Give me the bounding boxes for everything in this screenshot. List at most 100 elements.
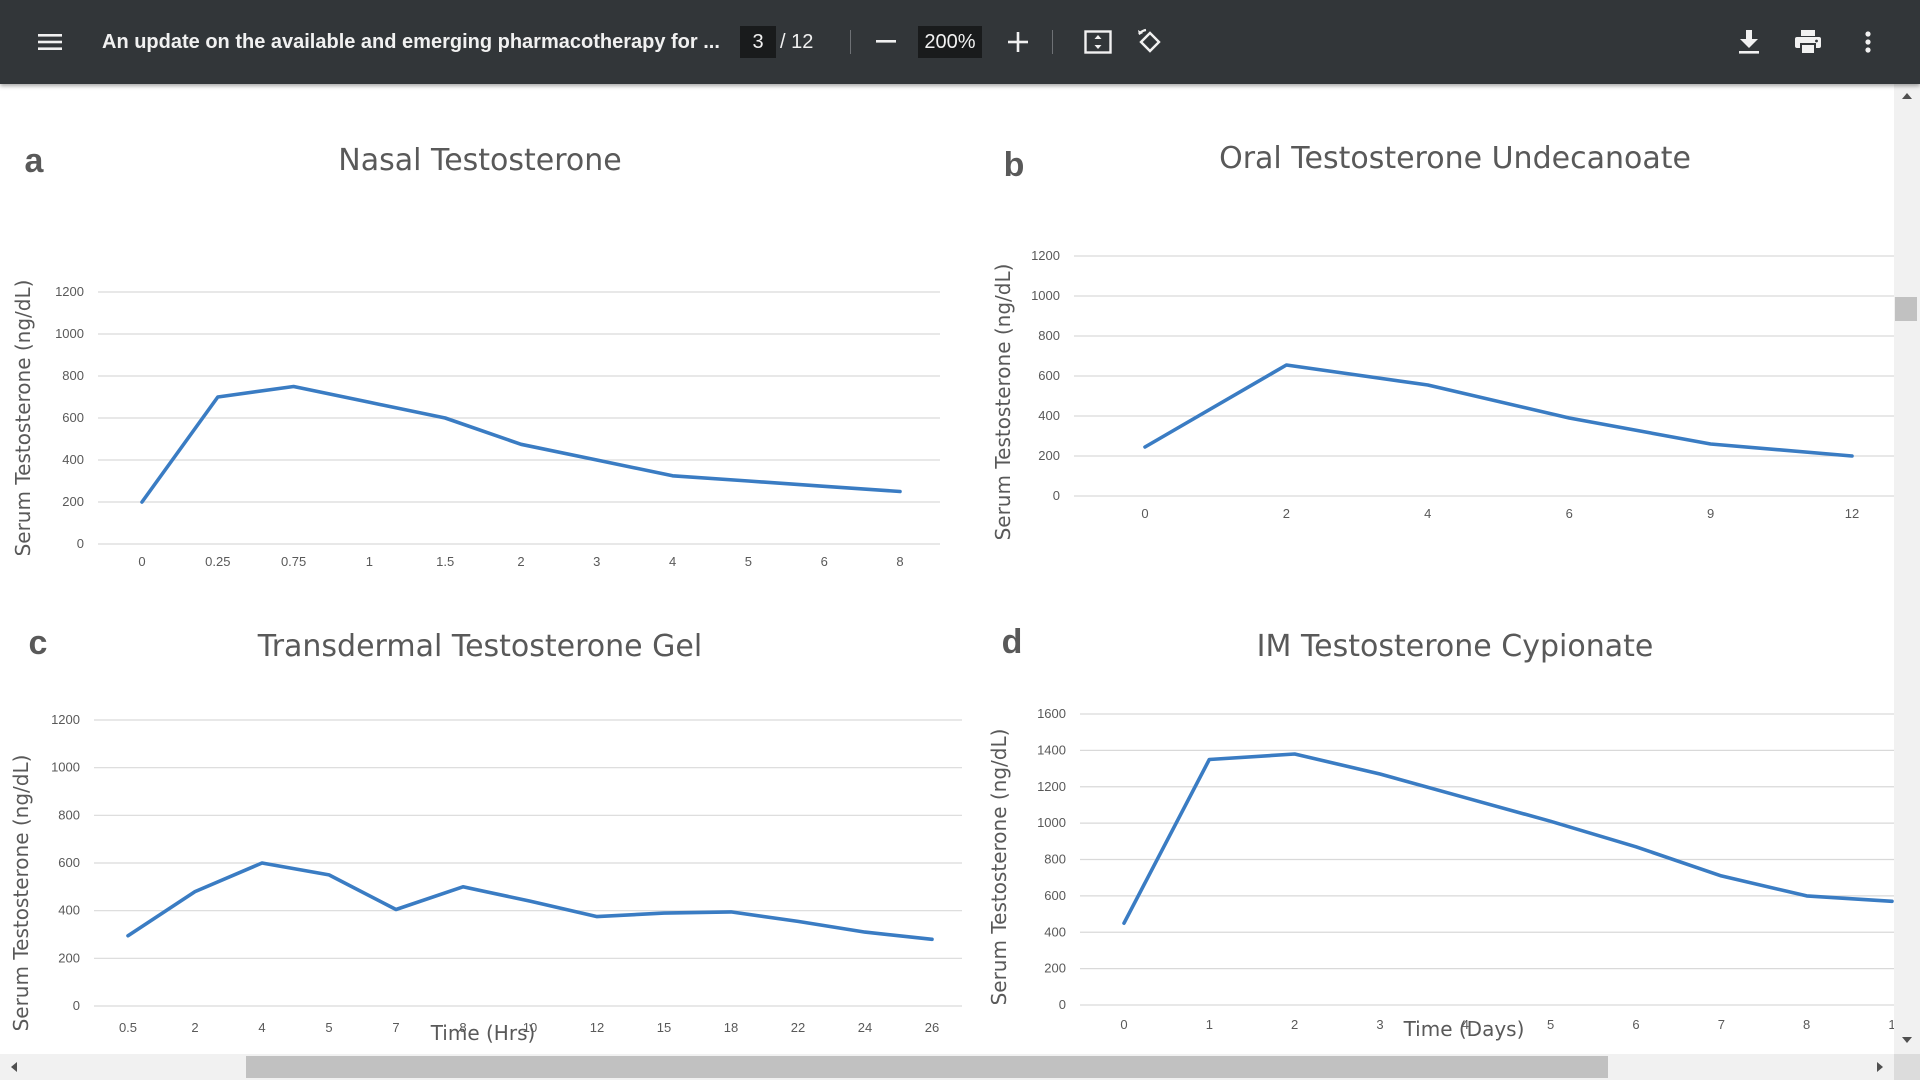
x-tick-label: 2 bbox=[517, 554, 524, 569]
toolbar-divider bbox=[1052, 30, 1053, 54]
y-tick-label: 800 bbox=[58, 807, 80, 822]
x-tick-label: 5 bbox=[745, 554, 752, 569]
x-tick-label: 5 bbox=[1547, 1017, 1554, 1032]
x-tick-label: 4 bbox=[1462, 1017, 1469, 1032]
panel-letter: c bbox=[29, 624, 48, 662]
x-tick-label: 12 bbox=[1845, 506, 1859, 521]
y-tick-label: 200 bbox=[62, 494, 84, 509]
pdf-toolbar: An update on the available and emerging … bbox=[0, 0, 1920, 84]
x-tick-label: 4 bbox=[669, 554, 676, 569]
y-tick-label: 1000 bbox=[1031, 288, 1060, 303]
x-tick-label: 26 bbox=[925, 1020, 939, 1035]
chart-transdermal-testosterone-gel: 0 200 400 600 800 1000 1200 0.5 2 4 5 7 8 10 12 15 18 22 2… bbox=[0, 600, 980, 1054]
y-tick-label: 400 bbox=[1038, 408, 1060, 423]
scroll-left-icon[interactable] bbox=[4, 1054, 24, 1080]
y-axis-label: Serum Testosterone (ng/dL) bbox=[987, 729, 1011, 1006]
y-tick-label: 1000 bbox=[1037, 815, 1066, 830]
chart-svg: 0 200 400 600 800 1000 1200 1400 1600 0 1 2 3 4 5 6 7 8 1 d… bbox=[987, 623, 1894, 1041]
chart-svg: 0 200 400 600 800 1000 1200 0 2 4 6 9 12 b Oral Testos… bbox=[991, 141, 1894, 541]
y-tick-label: 800 bbox=[62, 368, 84, 383]
y-tick-label: 1000 bbox=[55, 326, 84, 341]
x-tick-label: 2 bbox=[1291, 1017, 1298, 1032]
y-tick-label: 600 bbox=[1038, 368, 1060, 383]
panel-letter: a bbox=[25, 142, 45, 180]
more-vert-icon[interactable] bbox=[1852, 26, 1884, 58]
menu-icon[interactable] bbox=[34, 26, 66, 58]
x-tick-label: 0 bbox=[1141, 506, 1148, 521]
vertical-scrollbar[interactable] bbox=[1894, 84, 1920, 1054]
x-tick-label: 6 bbox=[1566, 506, 1573, 521]
y-axis-label: Serum Testosterone (ng/dL) bbox=[9, 755, 33, 1032]
chart-im-testosterone-cypionate: 0 200 400 600 800 1000 1200 1400 1600 0 1 2 3 4 5 6 7 8 1 d… bbox=[980, 600, 1894, 1054]
download-icon[interactable] bbox=[1733, 26, 1765, 58]
scrollbar-corner bbox=[1894, 1054, 1920, 1080]
y-tick-label: 1200 bbox=[55, 284, 84, 299]
y-tick-label: 1400 bbox=[1037, 742, 1066, 757]
x-tick-label: 9 bbox=[1707, 506, 1714, 521]
y-tick-label: 400 bbox=[58, 903, 80, 918]
chart-nasal-testosterone: 0 200 400 600 800 1000 1200 0 0.25 0.75 1 1.5 2 3 4 5 6 8… bbox=[0, 130, 960, 580]
horizontal-scrollbar[interactable] bbox=[0, 1054, 1894, 1080]
x-tick-label: 0 bbox=[1120, 1017, 1127, 1032]
x-tick-label: 15 bbox=[657, 1020, 671, 1035]
x-tick-label: 6 bbox=[821, 554, 828, 569]
scroll-up-icon[interactable] bbox=[1894, 86, 1920, 106]
y-tick-label: 0 bbox=[1059, 997, 1066, 1012]
y-tick-label: 200 bbox=[58, 950, 80, 965]
chart-title: Nasal Testosterone bbox=[338, 143, 622, 178]
y-tick-label: 0 bbox=[73, 998, 80, 1013]
x-tick-label: 3 bbox=[593, 554, 600, 569]
panel-letter: b bbox=[1004, 146, 1025, 184]
x-tick-label: 1.5 bbox=[436, 554, 454, 569]
vertical-scroll-thumb[interactable] bbox=[1895, 297, 1917, 321]
x-tick-label: 0.75 bbox=[281, 554, 306, 569]
panel-letter: d bbox=[1002, 623, 1023, 661]
x-tick-label: 4 bbox=[1424, 506, 1431, 521]
x-tick-label: 12 bbox=[590, 1020, 604, 1035]
page-number-input[interactable]: 3 bbox=[740, 26, 776, 58]
horizontal-scroll-thumb[interactable] bbox=[246, 1056, 1608, 1078]
chart-title: IM Testosterone Cypionate bbox=[1257, 629, 1654, 664]
x-tick-label: 6 bbox=[1632, 1017, 1639, 1032]
toolbar-divider bbox=[850, 30, 851, 54]
zoom-in-icon[interactable] bbox=[1002, 26, 1034, 58]
y-tick-label: 1000 bbox=[51, 760, 80, 775]
x-tick-label: 24 bbox=[858, 1020, 872, 1035]
x-tick-label: 7 bbox=[392, 1020, 399, 1035]
x-tick-label: 4 bbox=[258, 1020, 265, 1035]
y-tick-label: 0 bbox=[1053, 488, 1060, 503]
y-tick-label: 200 bbox=[1044, 961, 1066, 976]
rotate-icon[interactable] bbox=[1134, 26, 1166, 58]
x-tick-label: 22 bbox=[791, 1020, 805, 1035]
x-tick-label: 0.5 bbox=[119, 1020, 137, 1035]
y-tick-label: 600 bbox=[62, 410, 84, 425]
y-tick-label: 400 bbox=[62, 452, 84, 467]
document-title: An update on the available and emerging … bbox=[102, 31, 720, 53]
y-tick-label: 600 bbox=[1044, 888, 1066, 903]
chart-oral-testosterone-undecanoate: 0 200 400 600 800 1000 1200 0 2 4 6 9 12 b Oral Testos… bbox=[980, 130, 1894, 580]
pdf-page-view[interactable]: 0 200 400 600 800 1000 1200 0 0.25 0.75 1 1.5 2 3 4 5 6 8… bbox=[0, 84, 1894, 1054]
y-tick-label: 400 bbox=[1044, 924, 1066, 939]
zoom-out-icon[interactable] bbox=[870, 26, 902, 58]
x-tick-label: 0 bbox=[138, 554, 145, 569]
scroll-down-icon[interactable] bbox=[1894, 1030, 1920, 1050]
y-tick-label: 0 bbox=[77, 536, 84, 551]
print-icon[interactable] bbox=[1792, 26, 1824, 58]
x-tick-label: 1 bbox=[366, 554, 373, 569]
page-total: / 12 bbox=[780, 31, 814, 53]
fit-page-icon[interactable] bbox=[1082, 26, 1114, 58]
x-axis-label: Time (Days) bbox=[1403, 1017, 1525, 1041]
y-tick-label: 1600 bbox=[1037, 706, 1066, 721]
zoom-level-input[interactable]: 200% bbox=[918, 26, 982, 58]
chart-svg: 0 200 400 600 800 1000 1200 0 0.25 0.75 1 1.5 2 3 4 5 6 8… bbox=[11, 142, 940, 569]
x-tick-label: 8 bbox=[896, 554, 903, 569]
y-axis-label: Serum Testosterone (ng/dL) bbox=[991, 264, 1015, 541]
x-tick-label: 0.25 bbox=[205, 554, 230, 569]
y-tick-label: 1200 bbox=[51, 712, 80, 727]
x-tick-label: 5 bbox=[325, 1020, 332, 1035]
x-tick-label: 18 bbox=[724, 1020, 738, 1035]
y-tick-label: 600 bbox=[58, 855, 80, 870]
series-line bbox=[1143, 363, 1854, 458]
scroll-right-icon[interactable] bbox=[1870, 1054, 1890, 1080]
